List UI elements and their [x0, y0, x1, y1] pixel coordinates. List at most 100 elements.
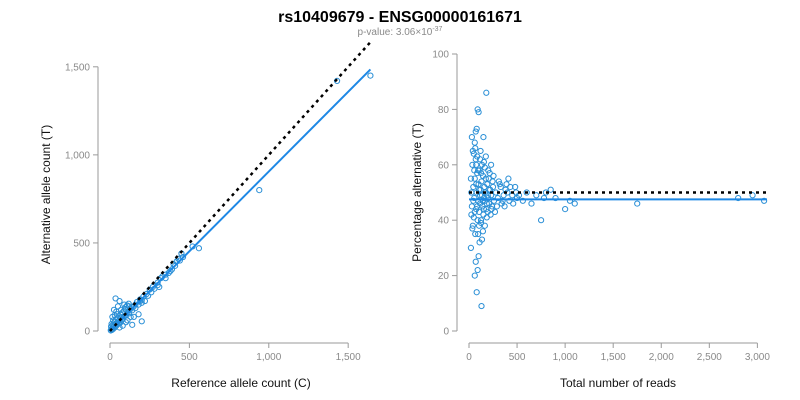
data-point	[468, 134, 475, 141]
data-point	[533, 192, 540, 199]
fit-line	[109, 68, 372, 332]
x-tick-label: 1,000	[553, 352, 578, 363]
data-point	[481, 222, 488, 229]
data-point	[477, 170, 485, 177]
data-point	[483, 200, 490, 207]
data-point	[566, 197, 574, 204]
y-tick-label: 1,000	[65, 150, 90, 161]
data-point	[480, 206, 487, 213]
left-panel: 0 500 1,000 1,500 0 500 1,000 1,500 Reference al…	[39, 41, 374, 390]
x-tick-label: 0	[107, 352, 113, 363]
x-tick-label: 0	[466, 352, 472, 363]
x-tick-label: 500	[509, 352, 526, 363]
data-point	[176, 257, 183, 264]
data-point	[477, 147, 484, 155]
data-point	[507, 183, 514, 191]
data-point	[471, 167, 478, 174]
data-point	[472, 258, 479, 265]
data-point	[474, 266, 481, 274]
data-point	[472, 128, 479, 135]
data-point	[519, 197, 526, 204]
y-tick-label: 0	[84, 327, 90, 338]
y-tick-label: 60	[438, 160, 450, 171]
y-tick-label: 40	[438, 216, 450, 227]
data-point	[749, 192, 756, 199]
data-point	[469, 222, 476, 229]
x-tick-label: 2,500	[697, 352, 722, 363]
data-point	[120, 307, 128, 314]
data-point	[122, 319, 129, 326]
data-point	[475, 230, 482, 238]
data-point	[484, 181, 491, 188]
data-point	[119, 322, 126, 329]
data-point	[474, 203, 481, 210]
data-point	[482, 175, 489, 182]
data-point	[124, 302, 131, 309]
data-point	[116, 312, 123, 320]
data-point	[761, 197, 768, 204]
data-point	[156, 283, 163, 291]
data-point	[482, 153, 489, 160]
chart-title: rs10409679 - ENSG00000161671	[278, 9, 522, 26]
data-point	[119, 309, 126, 316]
data-point	[571, 200, 578, 207]
data-point	[112, 295, 119, 302]
data-point	[494, 194, 501, 202]
y-axis-label: Percentage alternative (T)	[410, 123, 424, 262]
data-point	[122, 304, 129, 311]
data-point	[473, 181, 480, 188]
data-point	[471, 139, 478, 146]
x-tick-label: 1,000	[256, 352, 281, 363]
data-point	[168, 266, 176, 273]
data-point	[256, 186, 263, 194]
y-tick-label: 1,500	[65, 62, 90, 73]
data-point	[493, 203, 500, 210]
pvalue-times: ×	[415, 27, 421, 38]
x-tick-label: 3,000	[745, 352, 770, 363]
data-point	[540, 194, 548, 202]
y-tick-label: 80	[438, 105, 450, 116]
data-point	[132, 301, 139, 308]
data-point	[473, 289, 480, 296]
data-point	[117, 311, 124, 318]
data-point	[477, 217, 485, 224]
data-point	[195, 245, 203, 252]
data-point	[634, 200, 641, 207]
data-point	[172, 262, 179, 269]
data-point	[116, 324, 123, 331]
data-point	[367, 72, 374, 79]
data-point	[476, 192, 484, 199]
data-point	[471, 175, 478, 182]
data-point	[469, 225, 476, 232]
y-tick-label: 100	[432, 50, 449, 61]
data-point	[124, 317, 131, 324]
data-point	[480, 134, 487, 141]
y-tick-label: 0	[443, 327, 449, 338]
data-point	[475, 109, 482, 116]
data-point	[471, 272, 478, 279]
data-point	[505, 175, 512, 182]
data-point	[562, 206, 569, 213]
data-point	[495, 178, 502, 185]
y-axis-label: Alternative allele count (T)	[39, 125, 53, 264]
pvalue-prefix: p-value: 3.06	[358, 27, 416, 38]
data-point	[478, 236, 486, 243]
data-point	[735, 194, 742, 202]
data-point	[478, 161, 486, 168]
data-point	[501, 203, 508, 210]
data-point	[496, 181, 503, 188]
data-point	[110, 317, 117, 324]
data-point	[483, 89, 490, 96]
data-point	[491, 208, 499, 215]
x-tick-label: 500	[181, 352, 198, 363]
data-point	[162, 271, 169, 278]
data-point	[471, 208, 478, 215]
data-point	[488, 161, 495, 168]
data-point	[473, 161, 480, 168]
data-point	[467, 244, 475, 251]
y-tick-label: 500	[73, 238, 90, 249]
data-point	[130, 313, 137, 321]
pvalue-exponent: -37	[432, 26, 442, 33]
data-point	[490, 172, 497, 179]
